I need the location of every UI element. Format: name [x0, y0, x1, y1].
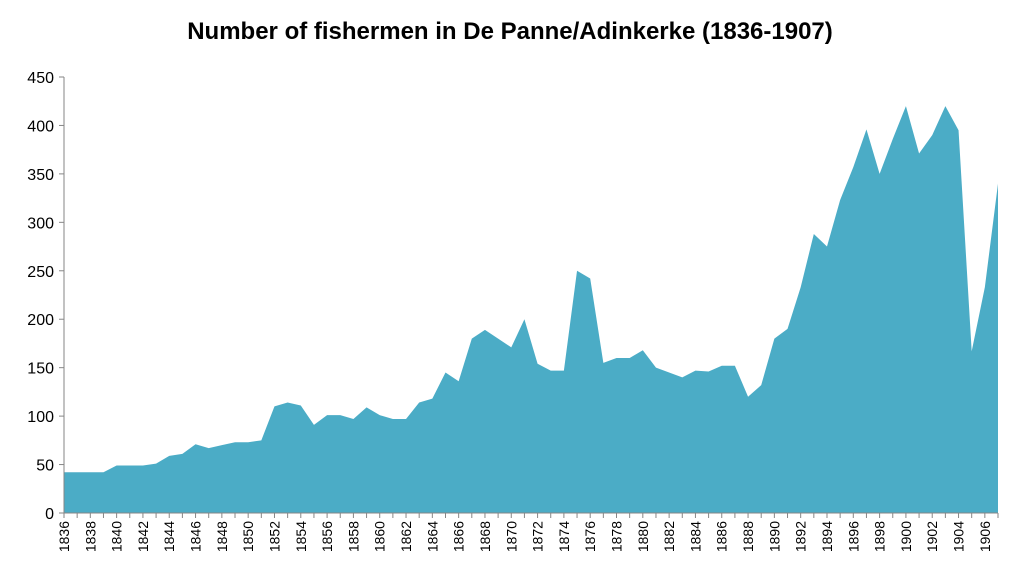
x-tick-label: 1902 — [924, 521, 940, 552]
x-tick-label: 1860 — [372, 521, 388, 552]
x-tick-label: 1888 — [740, 521, 756, 552]
x-tick-label: 1870 — [503, 521, 519, 552]
x-tick-label: 1862 — [398, 521, 414, 552]
x-tick-label: 1900 — [898, 521, 914, 552]
x-tick-label: 1848 — [214, 521, 230, 552]
x-tick-label: 1878 — [609, 521, 625, 552]
y-tick-label: 150 — [27, 361, 54, 378]
x-tick-label: 1856 — [319, 521, 335, 552]
x-tick-label: 1842 — [135, 521, 151, 552]
y-tick-label: 450 — [27, 70, 54, 87]
x-tick-label: 1906 — [977, 521, 993, 552]
chart-title: Number of fishermen in De Panne/Adinkerk… — [187, 18, 833, 45]
x-tick-label: 1876 — [582, 521, 598, 552]
x-tick-label: 1884 — [687, 521, 703, 552]
x-tick-label: 1854 — [293, 521, 309, 552]
x-tick-label: 1846 — [188, 521, 204, 552]
x-tick-label: 1886 — [714, 521, 730, 552]
y-tick-label: 0 — [45, 506, 54, 523]
x-tick-label: 1864 — [424, 521, 440, 552]
x-tick-label: 1858 — [345, 521, 361, 552]
x-tick-label: 1872 — [530, 521, 546, 552]
x-tick-label: 1852 — [266, 521, 282, 552]
x-tick-label: 1844 — [161, 521, 177, 552]
x-tick-label: 1890 — [766, 521, 782, 552]
x-tick-label: 1894 — [819, 521, 835, 552]
x-tick-label: 1898 — [872, 521, 888, 552]
y-tick-label: 50 — [36, 458, 54, 475]
x-tick-label: 1892 — [793, 521, 809, 552]
y-tick-label: 100 — [27, 409, 54, 426]
x-tick-label: 1904 — [951, 521, 967, 552]
x-tick-label: 1896 — [845, 521, 861, 552]
y-tick-label: 350 — [27, 167, 54, 184]
x-tick-label: 1874 — [556, 521, 572, 552]
x-tick-label: 1882 — [661, 521, 677, 552]
y-tick-label: 250 — [27, 264, 54, 281]
y-tick-label: 200 — [27, 312, 54, 329]
x-tick-label: 1866 — [451, 521, 467, 552]
x-tick-label: 1850 — [240, 521, 256, 552]
x-tick-label: 1840 — [109, 521, 125, 552]
y-tick-label: 400 — [27, 118, 54, 135]
y-tick-label: 300 — [27, 215, 54, 232]
x-tick-label: 1836 — [56, 521, 72, 552]
area-series — [64, 106, 998, 513]
x-tick-label: 1880 — [635, 521, 651, 552]
x-tick-label: 1838 — [82, 521, 98, 552]
x-tick-label: 1868 — [477, 521, 493, 552]
